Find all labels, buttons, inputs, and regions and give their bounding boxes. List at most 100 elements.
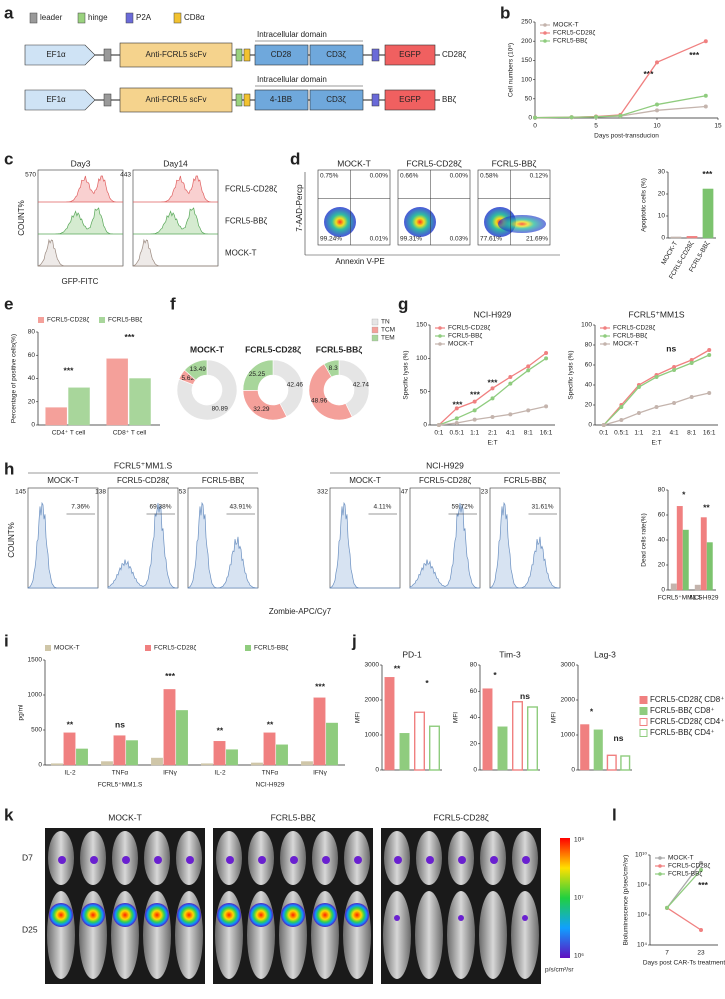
signal: [281, 903, 305, 927]
point: [689, 361, 694, 365]
quadrant-label: 99.24%: [320, 236, 342, 243]
slice-label: 42.46: [287, 381, 304, 388]
legend-swatch: [371, 326, 379, 334]
signal: [354, 856, 362, 864]
bar: [301, 761, 313, 766]
histogram: [27, 501, 98, 589]
point: [490, 396, 495, 401]
bar: [101, 761, 113, 766]
quadrant-label: 0.12%: [530, 173, 549, 180]
y-tick-label: 2000: [561, 697, 576, 704]
count-label: 47: [401, 489, 409, 496]
y-tick-label: 20: [658, 562, 666, 569]
y-tick-label: 0: [38, 762, 42, 769]
panel-label: g: [398, 294, 408, 313]
group-label: FCRL5⁺MM1.S: [98, 782, 143, 789]
point: [490, 415, 495, 419]
y-axis-label: COUNT%: [7, 522, 16, 558]
plot-title: MOCK-T: [349, 476, 381, 485]
annotation: *: [590, 707, 594, 717]
point: [699, 860, 703, 865]
x-axis-label: E:T: [651, 440, 661, 447]
signal: [522, 856, 530, 864]
bar: [176, 710, 188, 766]
bar: [670, 583, 677, 591]
legend-swatch: [125, 12, 134, 24]
mouse: [511, 891, 539, 979]
point: [454, 416, 459, 421]
y-tick-label: 200: [521, 38, 532, 45]
legend-label: FCRL5-BBζ: [108, 317, 142, 324]
legend-swatch: [99, 317, 105, 323]
legend-label: leader: [40, 13, 63, 22]
point: [508, 412, 513, 417]
x-tick-label: 7: [665, 950, 669, 957]
slice-label: 42.74: [353, 382, 370, 389]
y-tick-label: 40: [470, 714, 478, 721]
legend-marker: [658, 856, 662, 860]
pie-slice: [323, 359, 340, 378]
panel-label: i: [4, 631, 9, 650]
annotation: *: [425, 678, 429, 688]
signal: [58, 856, 66, 864]
legend-swatch: [371, 318, 379, 326]
x-tick-label: 16:1: [703, 430, 716, 437]
series-line: [534, 40, 707, 119]
legend-label: FCRL5-CD28ζ CD4⁺: [650, 717, 724, 726]
panel-label: e: [4, 294, 13, 313]
costim: [254, 44, 309, 66]
y-axis-label: 7-AAD-Percp: [295, 184, 304, 232]
x-axis-label: Days post CAR-Ts treatment: [643, 960, 725, 967]
legend-marker: [658, 864, 662, 868]
colorbar-label: 10⁸: [574, 837, 584, 844]
legend-swatch: [145, 645, 151, 651]
y-tick-label: 20: [470, 740, 478, 747]
plot-frame: [317, 169, 391, 246]
chart-title: NCI-H929: [474, 309, 512, 319]
costim-label: CD28: [271, 50, 292, 59]
point: [472, 399, 477, 404]
bar: [45, 407, 67, 426]
x-tick-label: TNFα: [112, 770, 129, 777]
bar: [226, 749, 238, 766]
legend-label: P2A: [136, 13, 152, 22]
point: [526, 364, 531, 369]
legend-swatch: [245, 645, 251, 651]
y-axis-label: Cell numbers (10⁶): [508, 43, 515, 97]
chart-title: MOCK-T: [190, 344, 225, 354]
x-tick-label: FCRL5⁺MM1.S: [658, 595, 703, 602]
legend-swatch: [639, 729, 648, 737]
y-tick-label: 30: [658, 169, 666, 176]
panel-label: l: [612, 805, 617, 824]
panel-label: f: [170, 294, 176, 313]
y-tick-label: 0: [661, 235, 665, 242]
annotation: ***: [64, 365, 75, 375]
quadrant-label: 0.58%: [480, 173, 499, 180]
y-tick-label: 3000: [561, 662, 576, 669]
panel-label: h: [4, 459, 14, 478]
bar: [606, 754, 617, 771]
signal: [345, 903, 369, 927]
x-tick-label: 2:1: [488, 430, 497, 437]
bar: [63, 732, 76, 766]
bar: [151, 757, 163, 766]
histogram: [38, 207, 123, 235]
annotation: *: [682, 489, 686, 499]
annotation: **: [394, 663, 401, 673]
legend-label: hinge: [88, 13, 108, 22]
point: [472, 408, 477, 413]
point: [689, 395, 694, 399]
colorbar-unit: p/s/cm²/sr: [545, 967, 574, 974]
plot-frame: [397, 169, 471, 246]
y-tick-label: 0: [375, 767, 379, 774]
plot-title: FCRL5-BBζ: [504, 476, 547, 485]
promoter: [24, 44, 96, 66]
legend-swatch: [639, 696, 648, 704]
row-label: D7: [22, 852, 33, 862]
y-tick-label: 1000: [28, 692, 43, 699]
point: [490, 386, 495, 391]
mouse: [383, 891, 411, 979]
annotation: ***: [702, 169, 713, 179]
point: [636, 385, 641, 389]
signal: [394, 915, 400, 921]
